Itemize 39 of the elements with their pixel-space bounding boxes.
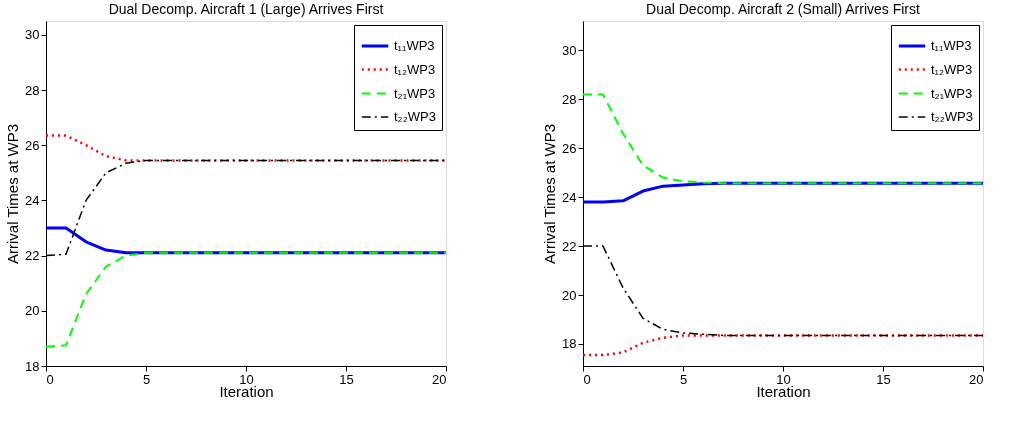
- y-tick-label: 26: [25, 137, 40, 153]
- legend-label: t₂₁WP3: [931, 85, 973, 101]
- legend-label: t₂₁WP3: [394, 85, 436, 101]
- line-series: [46, 251, 446, 348]
- x-tick-label: 15: [339, 371, 354, 387]
- y-axis-title: Arrival Times at WP3: [541, 123, 559, 265]
- chart-title: Dual Decomp. Aircraft 1 (Large) Arrives First: [108, 1, 384, 17]
- y-tick-label: 28: [562, 91, 577, 107]
- y-tick-label: 22: [25, 248, 40, 264]
- y-axis-title: Arrival Times at WP3: [4, 123, 22, 265]
- x-tick-label: 20: [969, 371, 984, 387]
- y-tick-label: 24: [562, 189, 577, 205]
- legend-label: t₁₂WP3: [394, 61, 436, 77]
- y-tick-label: 30: [562, 42, 577, 58]
- legend-label: t₂₂WP3: [931, 109, 973, 124]
- x-tick-label: 15: [876, 371, 891, 387]
- legend-label: t₁₁WP3: [931, 38, 972, 53]
- legend-label: t₁₂WP3: [931, 61, 973, 77]
- x-tick-label: 10: [239, 371, 254, 387]
- y-tick-label: 20: [25, 303, 40, 319]
- x-tick-label: 20: [432, 371, 447, 387]
- x-tick-label: 10: [776, 371, 791, 387]
- y-tick-label: 28: [25, 82, 40, 98]
- line-series: [46, 134, 446, 162]
- y-tick-label: 30: [25, 27, 40, 43]
- y-tick-label: 18: [25, 358, 40, 374]
- y-tick-label: 22: [562, 238, 577, 254]
- y-tick-label: 26: [562, 140, 577, 156]
- x-tick-label: 5: [142, 371, 151, 387]
- line-series: [583, 334, 983, 357]
- y-tick-label: 18: [562, 336, 577, 352]
- y-tick-label: 20: [562, 287, 577, 303]
- y-tick-label: 24: [25, 192, 40, 208]
- legend-label: t₂₂WP3: [394, 109, 436, 124]
- legend-label: t₁₁WP3: [394, 38, 435, 53]
- x-tick-label: 5: [679, 371, 688, 387]
- x-tick-label: 0: [583, 371, 591, 387]
- chart-title: Dual Decomp. Aircraft 2 (Small) Arrives First: [646, 1, 921, 17]
- x-tick-label: 0: [46, 371, 54, 387]
